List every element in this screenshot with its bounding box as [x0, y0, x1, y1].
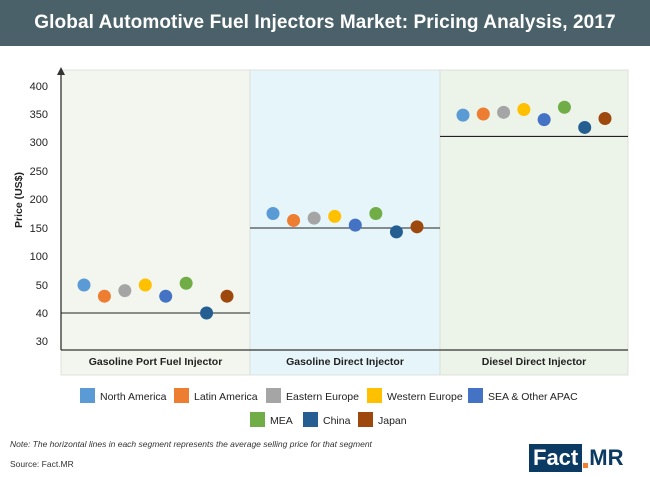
legend-label: North America — [100, 391, 167, 403]
y-tick-label: 100 — [30, 251, 48, 263]
data-point — [578, 120, 592, 134]
category-label: Gasoline Direct Injector — [286, 356, 404, 368]
data-point — [77, 278, 91, 292]
data-point — [517, 103, 531, 117]
segment-panel — [249, 69, 441, 376]
y-tick-label: 400 — [30, 81, 48, 93]
chart-title: Global Automotive Fuel Injectors Market:… — [34, 12, 616, 33]
data-point — [200, 306, 214, 320]
legend-label: MEA — [270, 415, 293, 427]
legend-label: China — [323, 415, 351, 427]
y-tick-label: 300 — [30, 137, 48, 149]
y-axis-arrow — [57, 67, 65, 75]
data-point — [220, 289, 234, 303]
data-point — [348, 218, 362, 232]
data-point — [97, 289, 111, 303]
factmr-logo: Fact MR — [529, 444, 623, 472]
legend-swatch — [174, 388, 189, 403]
data-point — [118, 284, 132, 298]
logo-mr: MR — [589, 445, 624, 470]
category-label: Gasoline Port Fuel Injector — [89, 356, 223, 368]
legend-label: Western Europe — [387, 391, 463, 403]
data-point — [287, 213, 301, 227]
y-tick-label: 150 — [30, 223, 48, 235]
y-tick-label: 250 — [30, 166, 48, 178]
y-tick-label: 40 — [36, 308, 48, 320]
chart: 30 40 50 100 150 200 250 300 350 400 Price (US$) Ga… — [13, 67, 629, 427]
data-point — [389, 225, 403, 239]
data-point — [476, 107, 490, 121]
legend-swatch — [303, 412, 318, 427]
legend-label: Latin America — [194, 391, 258, 403]
data-point — [598, 111, 612, 125]
data-point — [266, 207, 280, 220]
data-point — [456, 108, 470, 122]
y-tick-label: 30 — [36, 336, 48, 348]
data-point — [328, 209, 342, 223]
data-point — [537, 113, 551, 127]
legend-swatch — [250, 412, 265, 427]
y-tick-label: 350 — [30, 109, 48, 121]
legend-label: Eastern Europe — [286, 391, 359, 403]
y-tick-label: 200 — [30, 194, 48, 206]
chart-source: Source: Fact.MR — [10, 459, 74, 469]
segment-panel — [439, 69, 629, 376]
logo-dot — [583, 463, 589, 468]
legend-swatch — [358, 412, 373, 427]
data-point — [497, 105, 511, 119]
logo-fact: Fact — [529, 444, 583, 472]
y-axis-label: Price (US$) — [13, 172, 25, 228]
legend-swatch — [367, 388, 382, 403]
category-label: Diesel Direct Injector — [482, 356, 586, 368]
legend-label: Japan — [378, 415, 407, 427]
chart-note: Note: The horizontal lines in each segme… — [10, 439, 372, 449]
segment-panel — [60, 69, 251, 376]
legend-label: SEA & Other APAC — [488, 391, 578, 403]
data-point — [557, 100, 571, 114]
data-point — [159, 289, 173, 303]
y-tick-label: 50 — [36, 280, 48, 292]
data-point — [138, 278, 152, 292]
data-point — [307, 211, 321, 225]
legend-swatch — [468, 388, 483, 403]
title-bar: Global Automotive Fuel Injectors Market:… — [0, 0, 650, 46]
data-point — [179, 276, 193, 290]
legend-swatch — [80, 388, 95, 403]
data-point — [369, 207, 383, 220]
legend-swatch — [266, 388, 281, 403]
data-point — [410, 220, 424, 234]
